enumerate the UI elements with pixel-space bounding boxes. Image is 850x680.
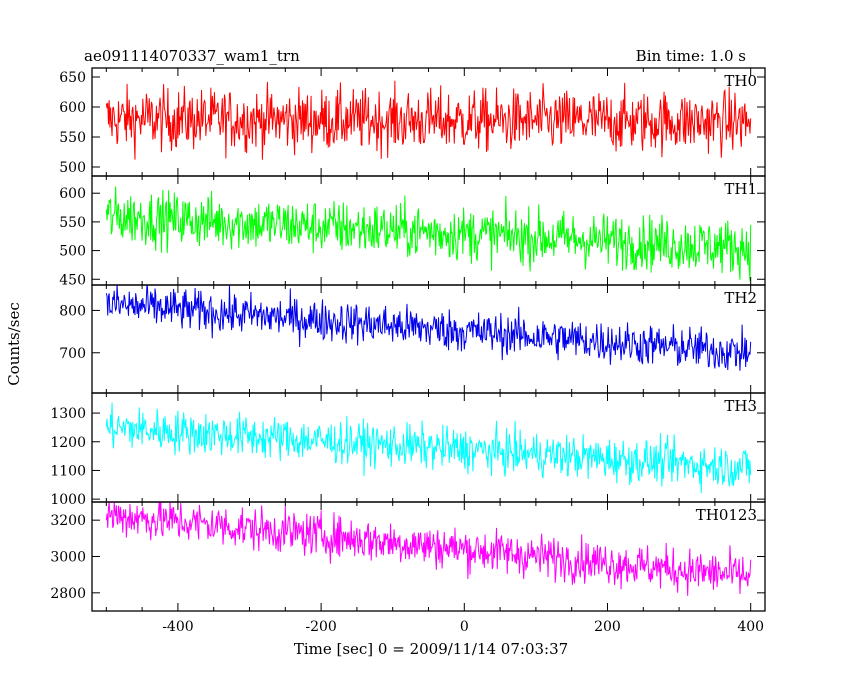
panel-th1: 450 500 550 600 TH1 [59,175,766,288]
series-name: TH3 [724,397,757,415]
panel-th3: 1000 1100 1200 1300 TH3 [50,392,766,508]
chart-title: ae091114070337_wam1_trn [84,47,300,65]
series-line-th1 [105,186,752,282]
x-tick-label: -400 [162,619,193,635]
series-name: TH1 [724,180,757,198]
series-line-th3 [105,402,752,494]
y-tick-label: 500 [59,244,86,260]
series-name: TH0123 [696,506,757,524]
x-tick-label: 400 [737,619,764,635]
y-tick-label: 500 [59,160,86,176]
panel-th0: 500 550 600 650 TH0 [59,67,766,177]
panel-th2: 700 800 TH2 [59,284,766,394]
y-tick-label: 1000 [50,492,86,508]
series-name: TH0 [724,72,757,90]
series-line-th0123 [105,502,752,596]
y-tick-label: 3000 [50,550,86,566]
x-tick-label: -200 [305,619,336,635]
x-tick-label: 0 [460,619,469,635]
y-tick-label: 3200 [50,513,86,529]
y-tick-label: 2800 [50,586,86,602]
y-tick-label: 600 [59,100,86,116]
y-tick-label: 550 [59,215,86,231]
y-tick-label: 1100 [50,463,86,479]
y-tick-label: 600 [59,186,86,202]
y-tick-label: 450 [59,272,86,288]
y-tick-label: 1300 [50,406,86,422]
y-axis-label: Counts/sec [5,302,23,386]
y-tick-label: 800 [59,303,86,319]
series-name: TH2 [724,289,757,307]
series-line-th2 [105,285,752,371]
panel-frame [91,284,766,394]
y-tick-label: 1200 [50,435,86,451]
y-tick-label: 550 [59,130,86,146]
y-tick-label: 700 [59,346,86,362]
series-line-th0 [105,80,752,160]
x-tick-label: 200 [594,619,621,635]
y-tick-label: 650 [59,70,86,86]
chart-subtitle: Bin time: 1.0 s [636,47,746,65]
x-axis-label: Time [sec] 0 = 2009/11/14 07:03:37 [294,640,568,658]
panel-th0123: 2800 3000 3200 TH0123 [50,501,766,612]
